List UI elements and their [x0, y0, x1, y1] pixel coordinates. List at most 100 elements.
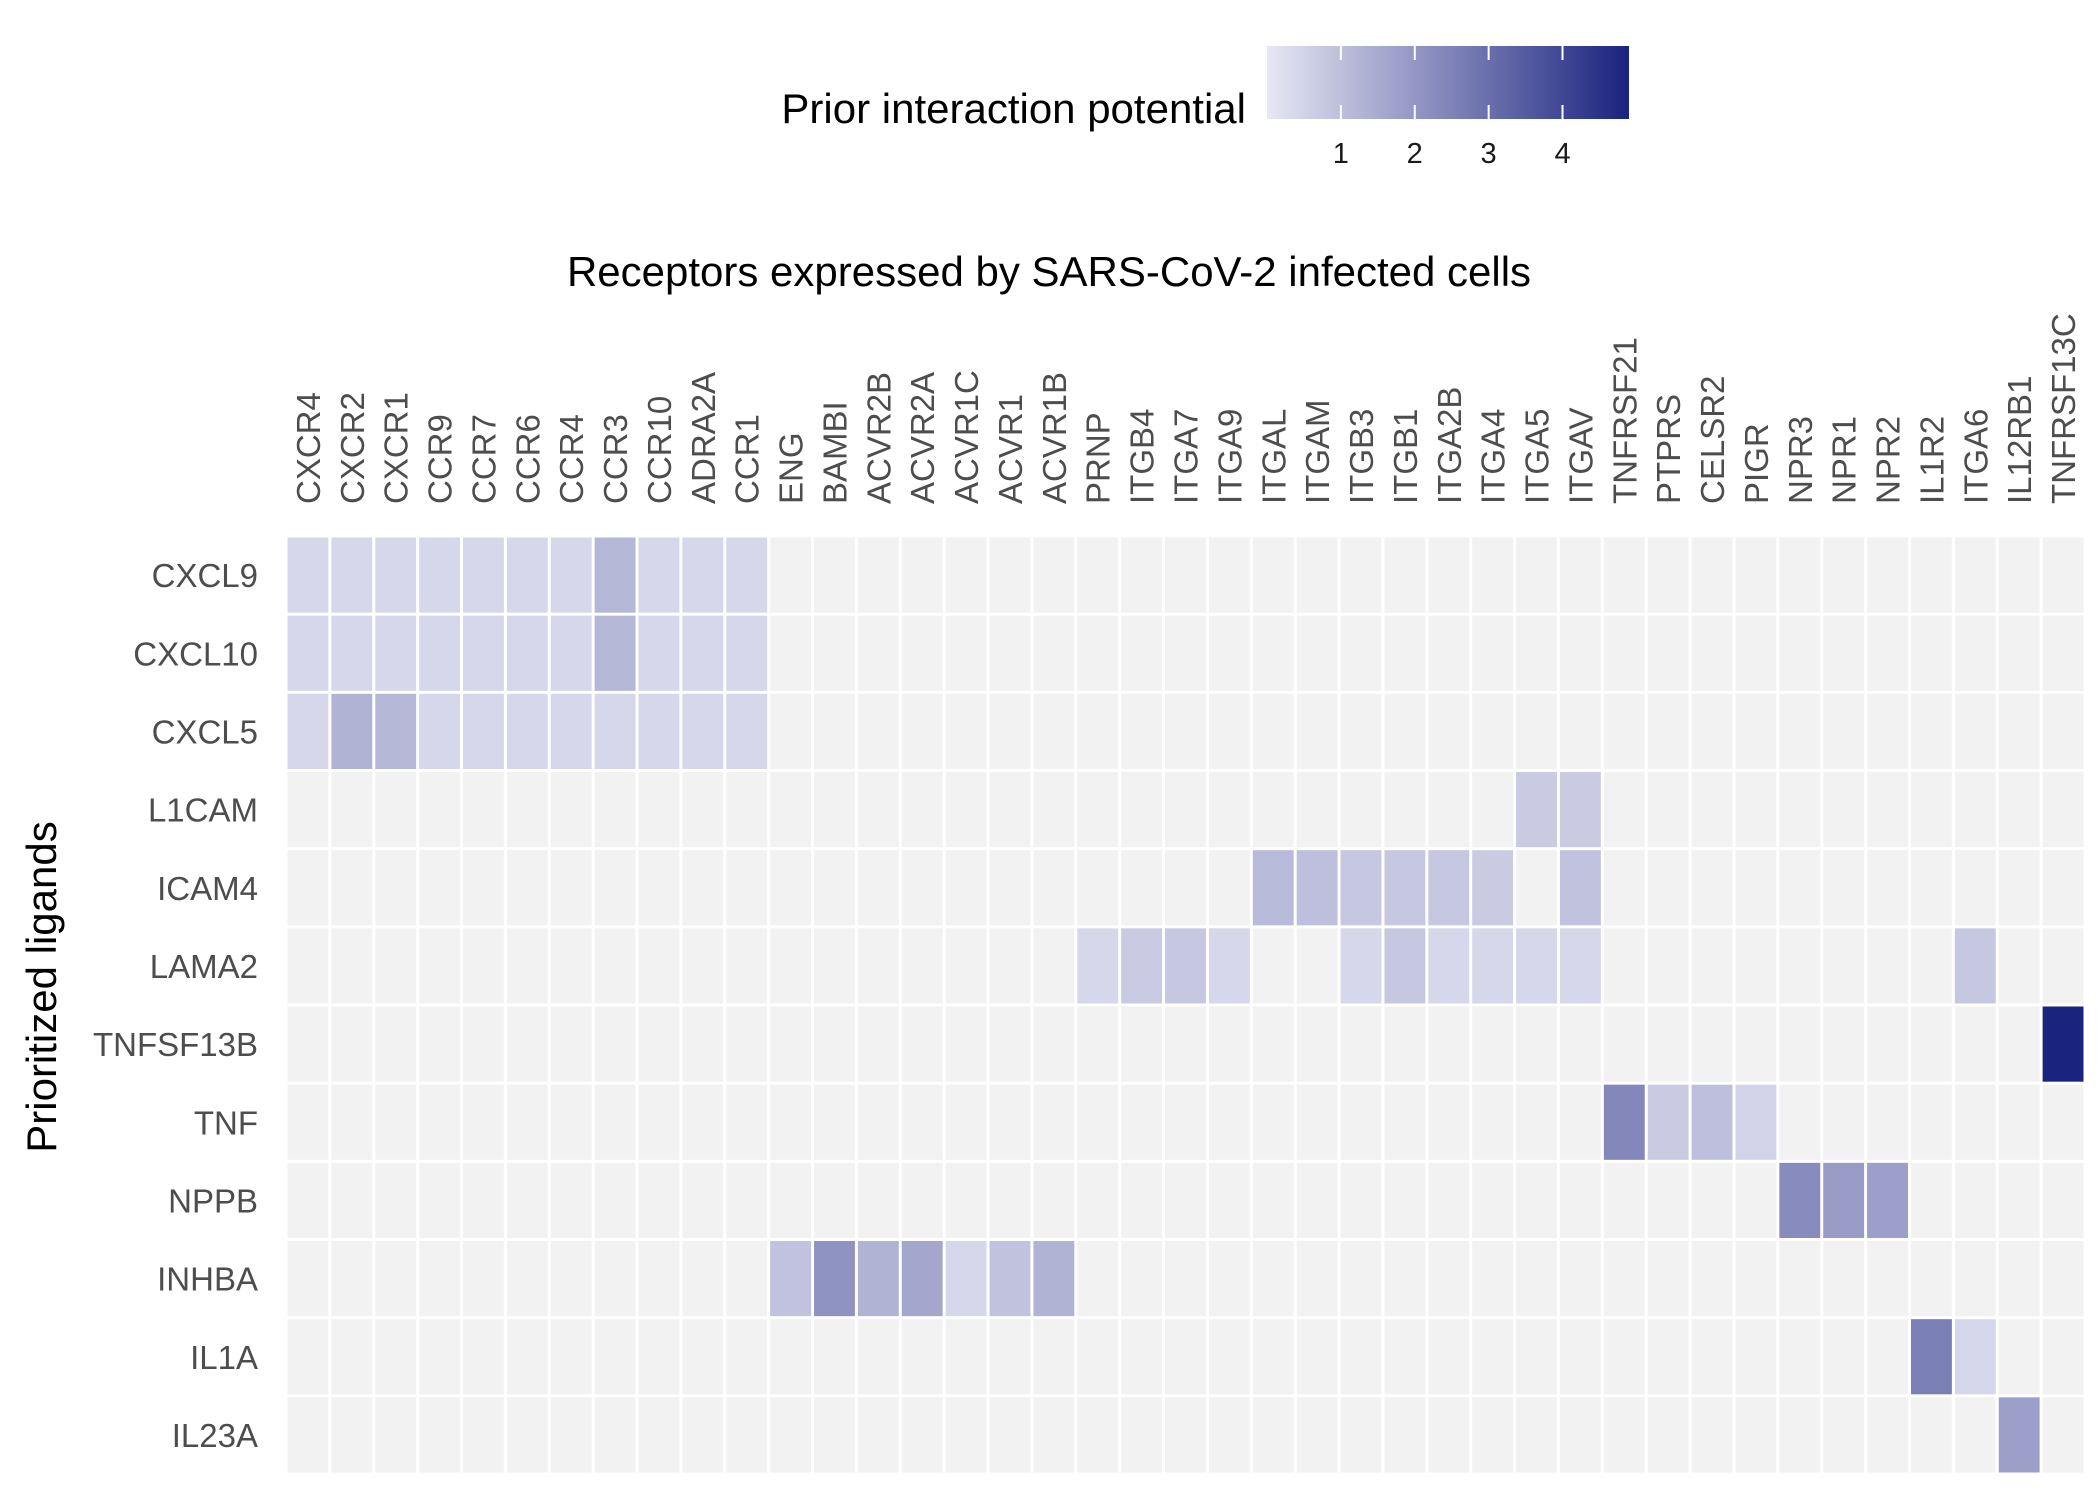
heatmap-cell [1954, 537, 1996, 613]
heatmap-cell [945, 850, 987, 926]
heatmap-cell [1998, 772, 2040, 848]
heatmap-cell [1384, 1397, 1426, 1473]
heatmap-cell [814, 615, 855, 691]
heatmap-cell [945, 1397, 987, 1473]
heatmap-cell [594, 1006, 636, 1082]
heatmap-cell [1691, 850, 1733, 926]
heatmap-cell [726, 1397, 768, 1473]
heatmap-cell [1296, 772, 1338, 848]
heatmap-cell [770, 1006, 812, 1082]
heatmap-cell [901, 1006, 943, 1082]
heatmap-cell [419, 1241, 461, 1317]
row-label: IL1A [190, 1339, 258, 1376]
heatmap-cell [1559, 1397, 1601, 1473]
column-label: ACVR1B [1036, 372, 1073, 504]
heatmap-cell [1998, 1319, 2040, 1395]
heatmap-cell [287, 850, 329, 926]
heatmap-cell [1954, 1162, 1996, 1238]
heatmap-cell [770, 1319, 812, 1395]
heatmap-cell [1077, 615, 1119, 691]
heatmap-cell [1121, 1319, 1163, 1395]
heatmap-cell [1296, 615, 1338, 691]
heatmap-cell [1910, 928, 1952, 1004]
heatmap-cell [1735, 1241, 1777, 1317]
heatmap-cell [550, 615, 592, 691]
heatmap-cell [1559, 1084, 1601, 1160]
heatmap-cell [1647, 693, 1689, 769]
heatmap-cell [1428, 1397, 1470, 1473]
heatmap-cell [506, 615, 548, 691]
heatmap-cell [550, 928, 592, 1004]
heatmap-cell [1954, 693, 1996, 769]
heatmap-cell [1954, 928, 1996, 1004]
heatmap-cell [1647, 1006, 1689, 1082]
heatmap-cell [1033, 928, 1075, 1004]
column-label: NPR2 [1870, 416, 1907, 504]
row-label: INHBA [157, 1261, 258, 1298]
heatmap-cell [901, 928, 943, 1004]
heatmap-cell [1691, 1162, 1733, 1238]
heatmap-cell [1428, 537, 1470, 613]
heatmap-cell [2042, 1084, 2084, 1160]
heatmap-cell [550, 1162, 592, 1238]
heatmap-cell [1472, 928, 1514, 1004]
heatmap-cell [375, 1241, 417, 1317]
heatmap-cell [1252, 772, 1294, 848]
heatmap-cell [1559, 537, 1601, 613]
heatmap-cell [1516, 1397, 1557, 1473]
heatmap-cell [1296, 1319, 1338, 1395]
column-label: ITGA7 [1168, 409, 1205, 504]
heatmap-cell [1910, 1084, 1952, 1160]
heatmap-cell [1516, 615, 1557, 691]
heatmap-cell [1340, 1241, 1382, 1317]
column-label: ITGA2B [1431, 387, 1468, 504]
column-label: CXCR1 [378, 392, 415, 504]
heatmap-cell [2042, 1162, 2084, 1238]
heatmap-cell [989, 772, 1031, 848]
heatmap-cell [419, 1006, 461, 1082]
heatmap-cell [1428, 693, 1470, 769]
heatmap-cell [638, 772, 680, 848]
heatmap-cell [2042, 537, 2084, 613]
heatmap-cell [2042, 693, 2084, 769]
heatmap-cell [1121, 1397, 1163, 1473]
heatmap-cell [1823, 537, 1865, 613]
heatmap-cell [1823, 693, 1865, 769]
heatmap-cell [2042, 850, 2084, 926]
heatmap-cell [1823, 850, 1865, 926]
heatmap-cell [1516, 537, 1557, 613]
color-legend: Prior interaction potential 1 2 3 4 [781, 46, 1629, 170]
heatmap-cell [463, 693, 504, 769]
heatmap-cell [375, 928, 417, 1004]
heatmap-cell [638, 1006, 680, 1082]
chart-title: Receptors expressed by SARS-CoV-2 infect… [567, 248, 1531, 295]
heatmap-cell [594, 928, 636, 1004]
heatmap-cell [989, 537, 1031, 613]
heatmap-cell [1208, 615, 1250, 691]
heatmap-cell [1121, 928, 1163, 1004]
heatmap-cell [506, 850, 548, 926]
heatmap-cell [506, 1241, 548, 1317]
heatmap-cell [1647, 1397, 1689, 1473]
heatmap-cell [375, 693, 417, 769]
heatmap-cell [1954, 1241, 1996, 1317]
heatmap-cell [1735, 1084, 1777, 1160]
heatmap-cell [463, 928, 504, 1004]
heatmap-cell [857, 772, 899, 848]
heatmap-cell [506, 1162, 548, 1238]
heatmap-cell [1428, 1084, 1470, 1160]
heatmap-cell [770, 1397, 812, 1473]
heatmap-cell [2042, 1006, 2084, 1082]
heatmap-cell [550, 1006, 592, 1082]
heatmap-cell [901, 772, 943, 848]
heatmap-cell [1998, 928, 2040, 1004]
heatmap-cell [506, 537, 548, 613]
heatmap-cell [1603, 693, 1645, 769]
heatmap-cell [419, 615, 461, 691]
heatmap-cell [1121, 850, 1163, 926]
heatmap-cell [1779, 1162, 1821, 1238]
column-label: IL12RB1 [2001, 376, 2038, 504]
row-label: L1CAM [148, 792, 258, 829]
heatmap-cell [1165, 1006, 1206, 1082]
heatmap-cell [1384, 1162, 1426, 1238]
